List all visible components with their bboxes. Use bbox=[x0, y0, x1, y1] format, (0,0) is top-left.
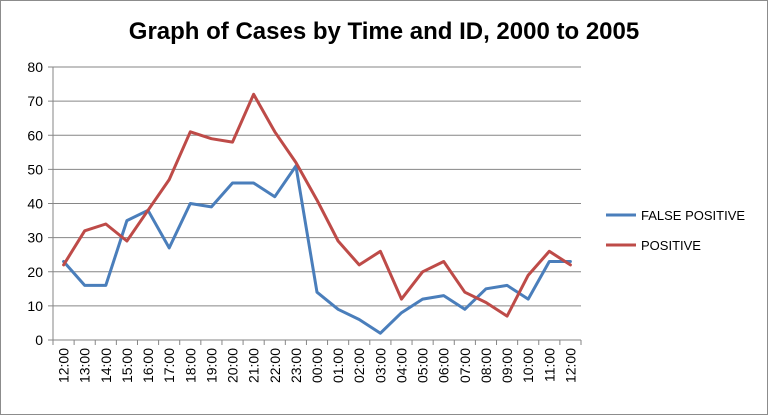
y-tick-label: 40 bbox=[27, 196, 43, 212]
x-tick-label: 01:00 bbox=[330, 348, 346, 383]
x-tick-label: 23:00 bbox=[288, 348, 304, 383]
legend-label: FALSE POSITIVE bbox=[641, 208, 745, 223]
x-tick-label: 20:00 bbox=[225, 348, 241, 383]
x-tick-label: 22:00 bbox=[267, 348, 283, 383]
y-tick-label: 60 bbox=[27, 127, 43, 143]
x-tick-label: 00:00 bbox=[309, 348, 325, 383]
x-tick-label: 19:00 bbox=[203, 348, 219, 383]
series-line-positive bbox=[62, 92, 572, 318]
y-tick-label: 0 bbox=[35, 332, 43, 348]
x-tick-label: 03:00 bbox=[372, 348, 388, 383]
y-tick-label: 80 bbox=[27, 59, 43, 75]
x-tick-label: 21:00 bbox=[246, 348, 262, 383]
y-tick-label: 20 bbox=[27, 264, 43, 280]
x-tick-label: 02:00 bbox=[351, 348, 367, 383]
x-tick-label: 13:00 bbox=[77, 348, 93, 383]
x-tick-label: 12:00 bbox=[562, 348, 578, 383]
x-tick-label: 12:00 bbox=[56, 348, 72, 383]
x-tick-label: 09:00 bbox=[499, 348, 515, 383]
x-tick-label: 16:00 bbox=[140, 348, 156, 383]
legend-label: POSITIVE bbox=[641, 238, 701, 253]
y-tick-label: 70 bbox=[27, 93, 43, 109]
x-tick-label: 17:00 bbox=[161, 348, 177, 383]
y-tick-label: 10 bbox=[27, 298, 43, 314]
x-tick-label: 08:00 bbox=[478, 348, 494, 383]
x-tick-label: 11:00 bbox=[541, 348, 557, 382]
x-tick-label: 06:00 bbox=[436, 348, 452, 383]
x-tick-label: 14:00 bbox=[98, 348, 114, 383]
x-tick-label: 05:00 bbox=[415, 348, 431, 383]
x-tick-label: 15:00 bbox=[119, 348, 135, 383]
chart-title: Graph of Cases by Time and ID, 2000 to 2… bbox=[128, 18, 640, 45]
x-tick-label: 18:00 bbox=[182, 348, 198, 383]
x-tick-label: 10:00 bbox=[520, 348, 536, 383]
x-tick-label: 07:00 bbox=[457, 348, 473, 383]
x-tick-label: 04:00 bbox=[393, 348, 409, 383]
y-tick-label: 30 bbox=[27, 230, 43, 246]
y-tick-label: 50 bbox=[27, 161, 43, 177]
